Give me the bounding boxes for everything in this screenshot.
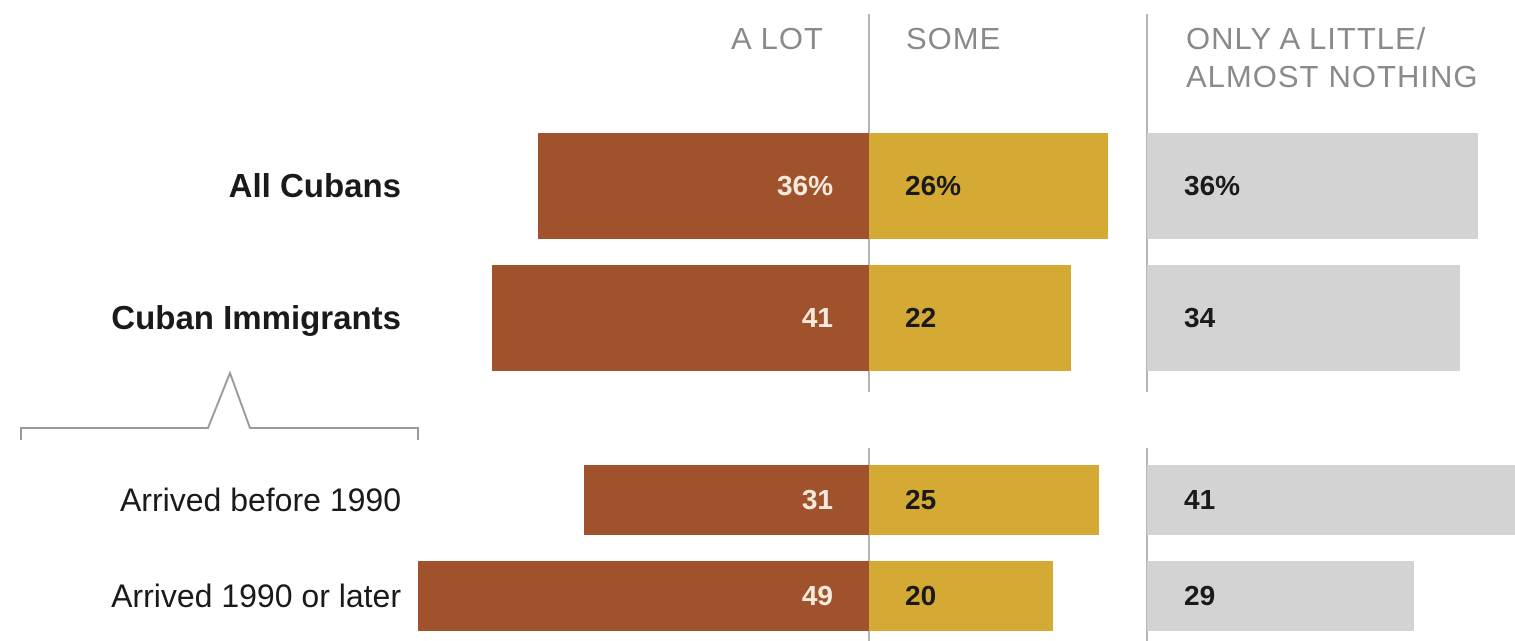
bar-some-arrived-1990-or-later <box>869 561 1053 631</box>
value-some-cuban-immigrants: 22 <box>905 302 937 333</box>
bar-a-lot-arrived-1990-or-later <box>418 561 869 631</box>
row-label-cuban-immigrants: Cuban Immigrants <box>111 299 401 336</box>
value-only-a-little-arrived-1990-or-later: 29 <box>1184 580 1216 611</box>
value-a-lot-all-cubans: 36% <box>776 170 833 201</box>
bar-a-lot-arrived-before-1990 <box>583 465 869 535</box>
header-a-lot: A LOT <box>731 21 824 56</box>
header-some: SOME <box>906 21 1002 56</box>
bar-only-a-little-all-cubans <box>1147 133 1479 239</box>
bar-only-a-little-cuban-immigrants <box>1147 265 1460 371</box>
row-label-arrived-1990-or-later: Arrived 1990 or later <box>111 578 401 614</box>
bar-a-lot-cuban-immigrants <box>491 265 869 371</box>
value-some-all-cubans: 26% <box>905 170 962 201</box>
value-only-a-little-cuban-immigrants: 34 <box>1184 302 1216 333</box>
header-only-a-little-line2: ALMOST NOTHING <box>1186 59 1479 94</box>
header-only-a-little: ONLY A LITTLE/ ALMOST NOTHING <box>1186 20 1478 96</box>
value-a-lot-arrived-1990-or-later: 49 <box>801 580 833 611</box>
row-label-all-cubans: All Cubans <box>228 167 401 204</box>
bar-only-a-little-arrived-1990-or-later <box>1147 561 1414 631</box>
value-some-arrived-before-1990: 25 <box>905 484 937 515</box>
value-a-lot-cuban-immigrants: 41 <box>801 302 833 333</box>
divider-right-lower <box>1146 448 1148 641</box>
bar-some-all-cubans <box>869 133 1109 239</box>
header-only-a-little-line1: ONLY A LITTLE/ <box>1186 21 1427 56</box>
row-label-arrived-before-1990: Arrived before 1990 <box>119 482 401 518</box>
bar-some-cuban-immigrants <box>869 265 1072 371</box>
value-some-arrived-1990-or-later: 20 <box>905 580 937 611</box>
immigrant-bracket <box>20 370 419 440</box>
bar-only-a-little-arrived-before-1990 <box>1147 465 1515 535</box>
bar-a-lot-all-cubans <box>537 133 869 239</box>
divider-center-lower <box>868 448 870 641</box>
value-a-lot-arrived-before-1990: 31 <box>801 484 833 515</box>
immigrant-bracket-line <box>20 370 419 440</box>
bar-some-arrived-before-1990 <box>869 465 1099 535</box>
value-only-a-little-all-cubans: 36% <box>1184 170 1241 201</box>
value-only-a-little-arrived-before-1990: 41 <box>1184 484 1216 515</box>
